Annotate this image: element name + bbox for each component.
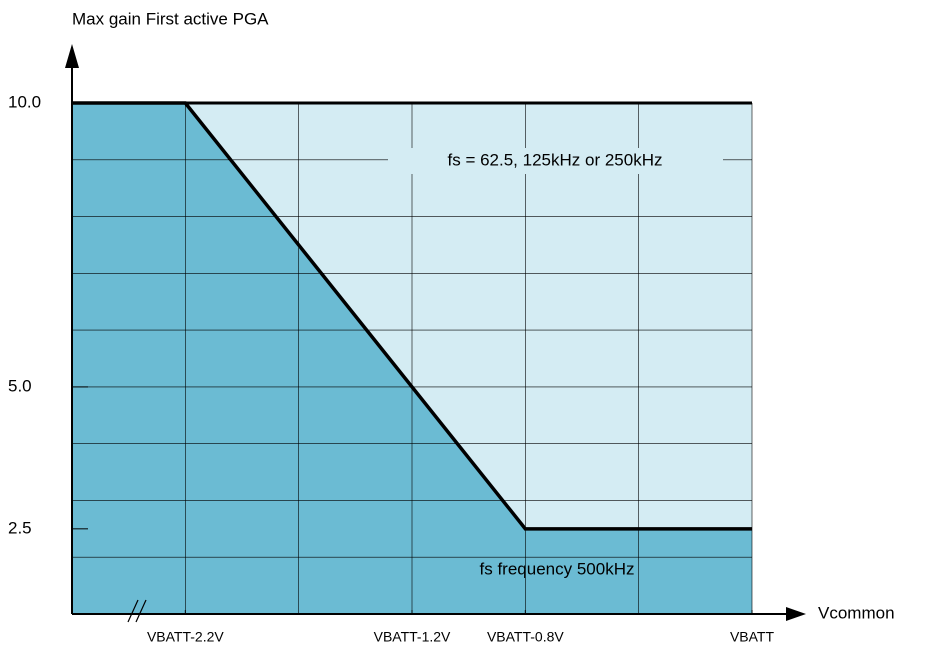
y-tick-label: 10.0: [8, 92, 41, 111]
x-tick-label: VBATT-2.2V: [147, 629, 224, 645]
lower-region: [72, 103, 752, 614]
annotation: fs frequency 500kHz: [480, 559, 635, 578]
data-line: [72, 101, 752, 531]
x-axis-arrow: [786, 607, 806, 621]
annotation: fs = 62.5, 125kHz or 250kHz: [448, 150, 663, 169]
y-tick-label: 2.5: [8, 518, 32, 537]
annotation-bg: [388, 148, 723, 174]
axis-break: [135, 599, 147, 623]
y-tick-label: 5.0: [8, 376, 32, 395]
axis-break: [127, 599, 139, 623]
x-tick-label: VBATT-0.8V: [487, 629, 564, 645]
y-axis-arrow: [65, 44, 79, 68]
y-axis-title: Max gain First active PGA: [72, 9, 269, 28]
x-axis-title: Vcommon: [818, 603, 895, 622]
x-tick-label: VBATT-1.2V: [374, 629, 451, 645]
x-tick-label: VBATT: [730, 629, 775, 645]
